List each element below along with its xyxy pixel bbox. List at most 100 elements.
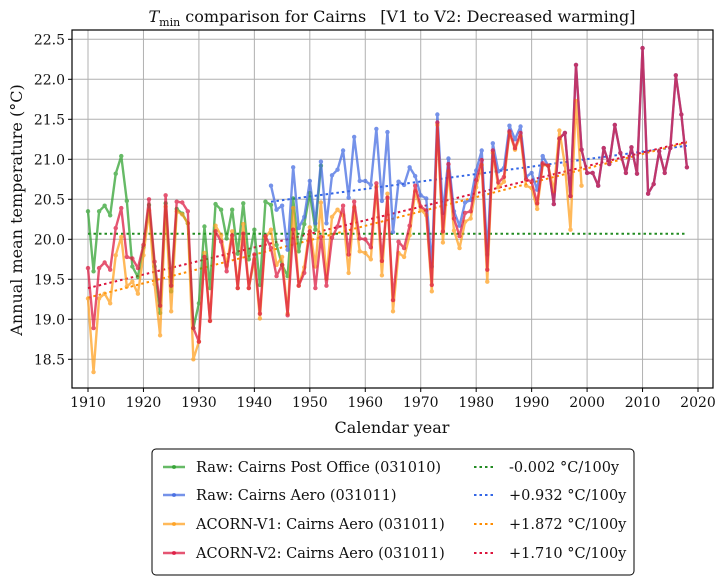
data-point	[168, 309, 174, 314]
data-point	[390, 297, 396, 303]
data-point	[468, 216, 473, 221]
data-point	[157, 333, 163, 338]
legend-trend-label: +1.710 °C/100y	[509, 546, 627, 562]
x-tick-label: 1920	[126, 395, 162, 411]
data-point	[196, 339, 202, 344]
data-point	[107, 213, 113, 218]
y-tick-label: 21.0	[34, 152, 65, 168]
data-point	[279, 254, 285, 260]
data-point	[91, 369, 96, 375]
data-point	[135, 291, 141, 296]
data-point	[351, 199, 357, 204]
y-tick-label: 18.5	[34, 352, 65, 368]
data-point	[91, 325, 96, 331]
data-point	[496, 185, 501, 190]
data-point	[85, 209, 91, 214]
data-point	[213, 223, 218, 228]
data-point	[490, 148, 496, 153]
data-point	[479, 157, 484, 163]
data-point	[412, 173, 418, 179]
data-point	[512, 137, 518, 142]
data-point	[229, 207, 235, 212]
plot-frame	[71, 29, 714, 389]
data-point	[385, 195, 390, 200]
data-point	[229, 229, 235, 234]
legend-trend-label: +1.872 °C/100y	[509, 517, 627, 533]
data-point	[584, 170, 590, 176]
data-point	[213, 201, 218, 207]
data-point	[424, 208, 429, 213]
data-point	[96, 209, 102, 214]
data-point	[418, 193, 423, 198]
data-point	[130, 264, 135, 269]
data-point	[562, 162, 568, 168]
data-point	[368, 182, 374, 188]
data-point	[435, 112, 440, 117]
trend-line-2	[87, 141, 688, 299]
data-point	[435, 120, 440, 125]
data-point	[318, 200, 324, 205]
data-point	[252, 252, 257, 257]
data-point	[290, 205, 296, 211]
data-point	[529, 179, 534, 184]
data-point	[684, 165, 690, 170]
data-point	[302, 270, 307, 276]
legend-series-marker	[172, 493, 176, 497]
data-point	[485, 267, 490, 272]
data-point	[180, 200, 185, 205]
data-point	[368, 257, 374, 262]
data-point	[473, 177, 479, 183]
data-point	[346, 270, 351, 276]
data-point	[446, 156, 451, 161]
data-point	[429, 282, 435, 288]
data-point	[518, 124, 523, 129]
data-point	[573, 62, 579, 68]
data-point	[318, 234, 324, 240]
x-tick-label: 1940	[237, 395, 273, 411]
y-tick-label: 20.5	[34, 192, 65, 208]
data-point	[279, 203, 285, 208]
data-point	[218, 207, 224, 212]
data-point	[235, 251, 240, 256]
data-point	[351, 134, 357, 140]
data-point	[130, 256, 135, 261]
data-point	[440, 229, 446, 234]
data-point	[612, 122, 618, 128]
data-point	[329, 235, 335, 240]
data-point	[501, 174, 507, 180]
data-point	[124, 198, 130, 204]
data-point	[523, 177, 529, 182]
data-point	[368, 245, 374, 250]
data-point	[202, 250, 207, 256]
data-point	[296, 249, 301, 254]
data-point	[285, 313, 290, 318]
data-point	[324, 221, 329, 226]
data-point	[363, 178, 368, 184]
data-point	[224, 269, 229, 274]
data-point	[307, 178, 313, 184]
data-point	[157, 303, 163, 308]
data-point	[268, 227, 274, 232]
title-annotation: [V1 to V2: Decreased warming]	[380, 7, 635, 26]
data-point	[202, 254, 207, 260]
data-point	[401, 182, 407, 188]
data-point	[313, 221, 318, 226]
data-point	[335, 224, 340, 229]
x-axis: 1910 1920 1930 1940 1950 1960 1970 1980 1990 2000…	[70, 388, 716, 411]
data-point	[202, 224, 207, 229]
y-axis-label: Annual mean temperature (°C)	[7, 84, 26, 336]
data-point	[562, 130, 568, 136]
data-point	[540, 153, 545, 159]
x-tick-label: 1960	[347, 395, 383, 411]
data-point	[523, 183, 529, 188]
data-point	[379, 198, 385, 204]
series-3	[85, 45, 690, 344]
data-point	[274, 242, 279, 248]
data-point	[424, 196, 429, 201]
data-point	[501, 179, 507, 184]
data-point	[679, 112, 684, 117]
data-point	[335, 167, 340, 172]
data-point	[357, 178, 362, 184]
data-point	[168, 283, 174, 288]
data-point	[268, 183, 274, 188]
